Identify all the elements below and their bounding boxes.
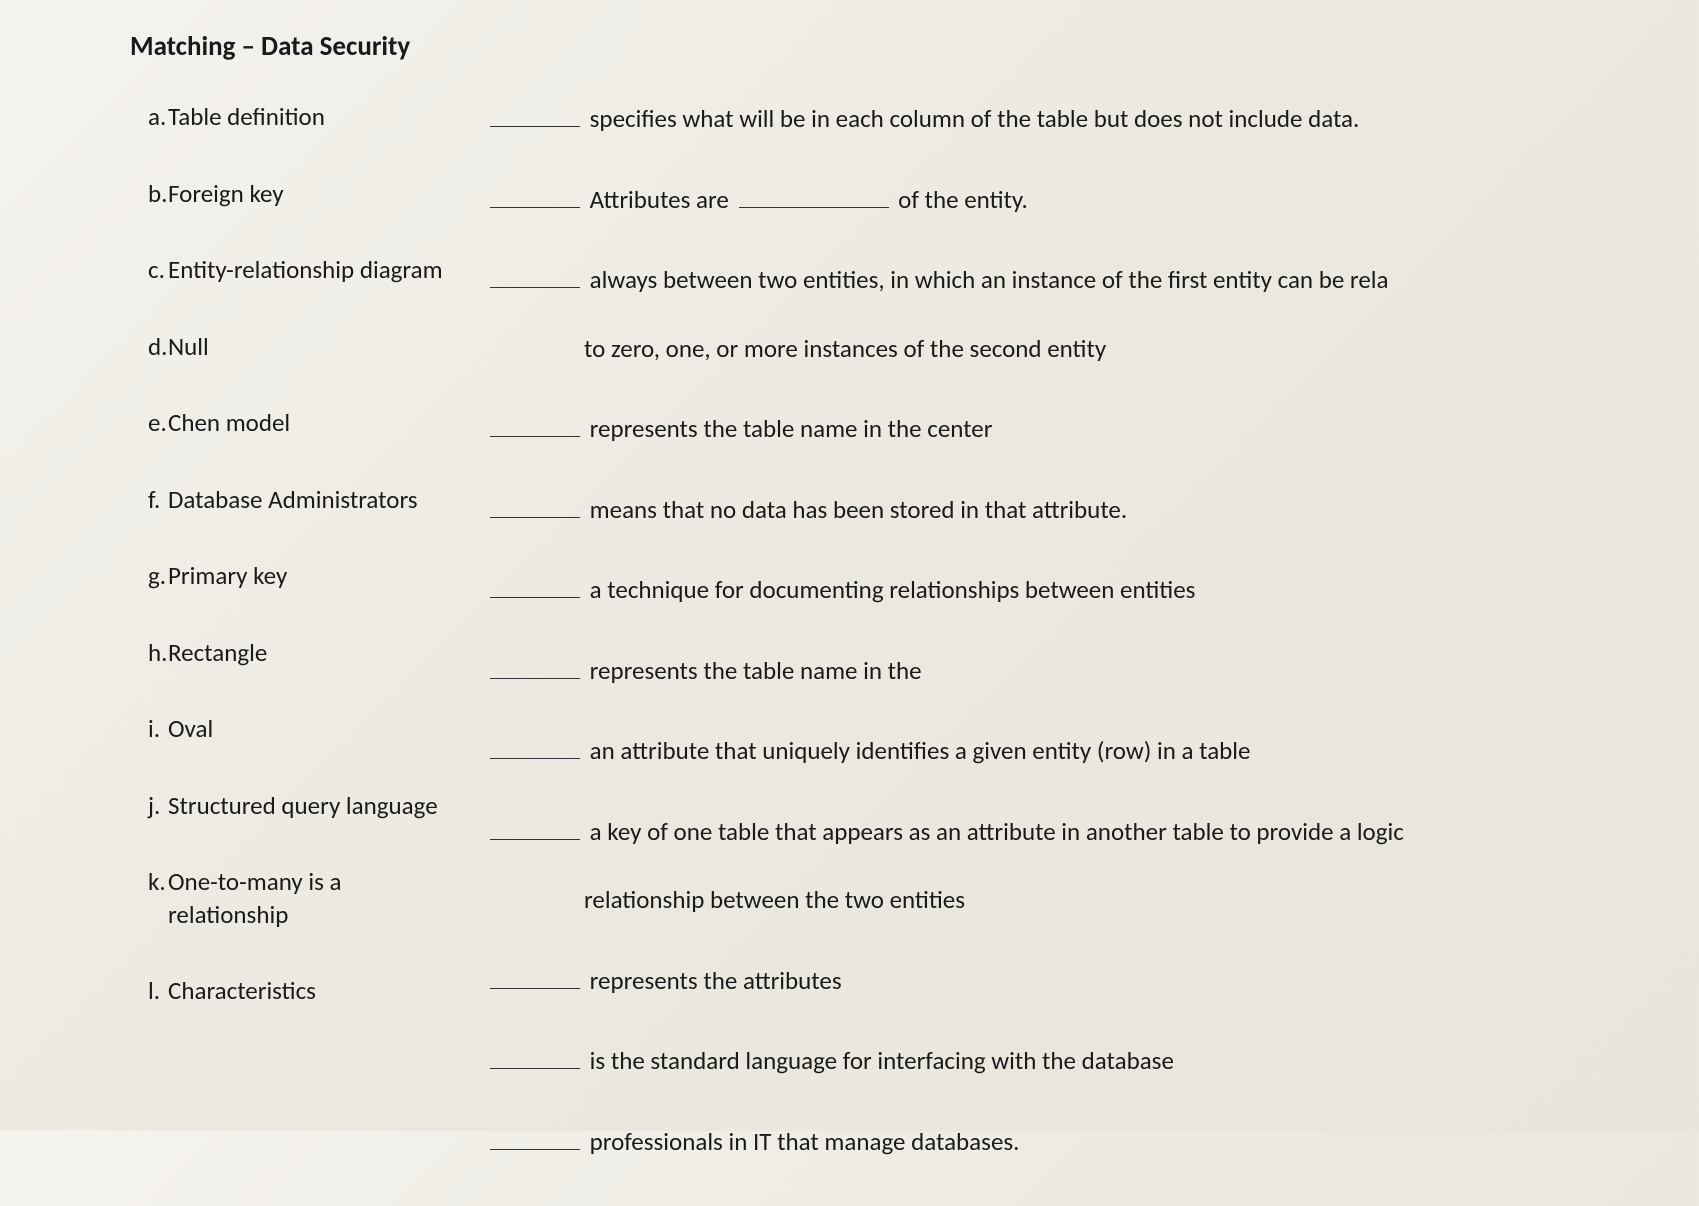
term-letter: g. (130, 560, 168, 593)
definition-text: represents the table name in the (590, 655, 922, 686)
definition-line: specifies what will be in each column of… (490, 103, 1699, 136)
definition-line: always between two entities, in which an… (490, 264, 1699, 297)
term-text: One-to-many is a relationship (168, 866, 460, 931)
term-text: Primary key (168, 560, 460, 593)
definition-text: represents the attributes (590, 965, 842, 996)
definition-text: of the entity. (898, 184, 1028, 215)
definition-text: professionals in IT that manage database… (590, 1126, 1020, 1157)
term-item: h. Rectangle (130, 637, 460, 670)
term-letter: d. (130, 331, 168, 364)
page-title: Matching – Data Security (130, 30, 1699, 63)
definition-line: means that no data has been stored in th… (490, 494, 1699, 527)
definition-line: an attribute that uniquely identifies a … (490, 735, 1699, 768)
definition-continuation: relationship between the two entities (490, 884, 1699, 917)
term-text: Structured query language (168, 790, 460, 823)
definition-text: an attribute that uniquely identifies a … (590, 735, 1251, 766)
definition-line: a technique for documenting relationship… (490, 574, 1699, 607)
term-item: b. Foreign key (130, 178, 460, 211)
term-letter: c. (130, 254, 168, 287)
definition-line: represents the table name in the center (490, 413, 1699, 446)
term-item: f. Database Administrators (130, 484, 460, 517)
definition-text: specifies what will be in each column of… (590, 103, 1360, 134)
definition-text: to zero, one, or more instances of the s… (584, 333, 1106, 364)
definition-line: Attributes are of the entity. (490, 184, 1699, 217)
definition-text: means that no data has been stored in th… (590, 494, 1128, 525)
answer-blank[interactable] (490, 436, 580, 437)
term-letter: e. (130, 407, 168, 440)
answer-blank[interactable] (490, 126, 580, 127)
definition-continuation: to zero, one, or more instances of the s… (490, 333, 1699, 366)
answer-blank[interactable] (490, 517, 580, 518)
term-item: j. Structured query language (130, 790, 460, 823)
term-letter: b. (130, 178, 168, 211)
term-text: Characteristics (168, 975, 460, 1008)
term-text: Foreign key (168, 178, 460, 211)
definition-line: is the standard language for interfacing… (490, 1045, 1699, 1078)
answer-blank[interactable] (490, 988, 580, 989)
term-text: Null (168, 331, 460, 364)
answer-blank[interactable] (490, 207, 580, 208)
definition-line: a key of one table that appears as an at… (490, 816, 1699, 849)
definition-text: Attributes are (590, 184, 729, 215)
term-text: Database Administrators (168, 484, 460, 517)
definition-text: relationship between the two entities (584, 884, 965, 915)
term-letter: a. (130, 101, 168, 134)
term-item: g. Primary key (130, 560, 460, 593)
definition-line: professionals in IT that manage database… (490, 1126, 1699, 1159)
answer-blank[interactable] (490, 839, 580, 840)
term-item: a. Table definition (130, 101, 460, 134)
definitions-column: specifies what will be in each column of… (490, 101, 1699, 1206)
term-item: c. Entity-relationship diagram (130, 254, 460, 287)
term-item: i. Oval (130, 713, 460, 746)
answer-blank[interactable] (490, 1068, 580, 1069)
term-letter: i. (130, 713, 168, 746)
answer-blank[interactable] (490, 758, 580, 759)
answer-blank[interactable] (739, 207, 889, 208)
term-letter: k. (130, 866, 168, 899)
definition-text: always between two entities, in which an… (590, 264, 1389, 295)
term-letter: f. (130, 484, 168, 517)
term-letter: h. (130, 637, 168, 670)
term-text: Oval (168, 713, 460, 746)
answer-blank[interactable] (490, 1149, 580, 1150)
term-item: l. Characteristics (130, 975, 460, 1008)
content-area: a. Table definition b. Foreign key c. En… (130, 101, 1699, 1206)
definition-text: a technique for documenting relationship… (590, 574, 1196, 605)
answer-blank[interactable] (490, 287, 580, 288)
term-item: e. Chen model (130, 407, 460, 440)
term-letter: j. (130, 790, 168, 823)
term-text: Rectangle (168, 637, 460, 670)
definition-text: is the standard language for interfacing… (590, 1045, 1174, 1076)
term-text: Chen model (168, 407, 460, 440)
answer-blank[interactable] (490, 597, 580, 598)
definition-line: represents the attributes (490, 965, 1699, 998)
term-letter: l. (130, 975, 168, 1008)
term-text: Table definition (168, 101, 460, 134)
answer-blank[interactable] (490, 678, 580, 679)
terms-column: a. Table definition b. Foreign key c. En… (130, 101, 460, 1206)
definition-text: represents the table name in the center (590, 413, 993, 444)
term-item: d. Null (130, 331, 460, 364)
term-text: Entity-relationship diagram (168, 254, 460, 287)
definition-line: represents the table name in the (490, 655, 1699, 688)
definition-text: a key of one table that appears as an at… (590, 816, 1404, 847)
term-item: k. One-to-many is a relationship (130, 866, 460, 931)
